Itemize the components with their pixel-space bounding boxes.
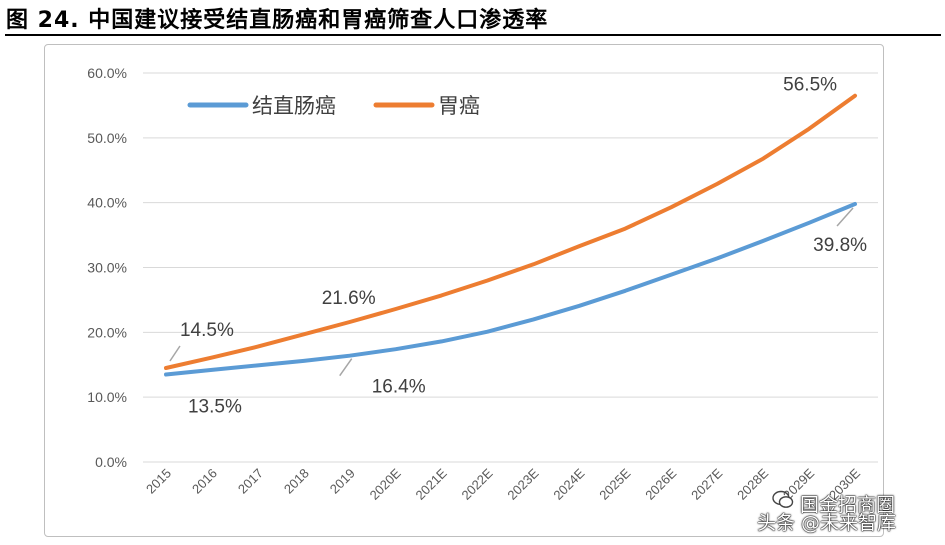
x-tick-label: 2016 xyxy=(189,466,220,497)
chart-frame xyxy=(44,44,884,537)
series-lines xyxy=(164,93,857,377)
data-label: 21.6% xyxy=(322,288,376,309)
x-tick-label: 2025E xyxy=(596,465,633,502)
data-point xyxy=(349,321,351,323)
data-point xyxy=(716,183,718,185)
watermark-account: 国金招商圈 xyxy=(800,494,896,516)
leader-line xyxy=(339,358,353,377)
data-point xyxy=(533,318,534,320)
leader-line xyxy=(169,345,181,362)
data-labels: 14.5% 13.5% 21.6% 16.4% 56.5% 39.8% xyxy=(169,75,867,417)
y-tick-label: 20.0% xyxy=(87,324,127,340)
data-point xyxy=(533,263,534,265)
x-tick-label: 2024E xyxy=(550,465,587,502)
y-tick-label: 50.0% xyxy=(87,130,127,146)
y-tick-label: 10.0% xyxy=(87,389,127,405)
x-axis-ticks: 2015 2016 2017 2018 2019 2020E 2021E 2022E 2023E… xyxy=(143,465,863,502)
wechat-icon xyxy=(772,490,794,508)
data-point xyxy=(349,355,351,357)
data-label: 56.5% xyxy=(783,75,837,96)
data-point xyxy=(257,364,259,366)
data-point xyxy=(670,206,672,208)
x-tick-label: 2017 xyxy=(235,466,266,497)
data-point xyxy=(670,274,672,276)
series-line-1 xyxy=(164,202,857,377)
data-point xyxy=(624,228,626,230)
x-tick-label: 2023E xyxy=(504,465,541,502)
watermark-source: 头条 @未来智库 xyxy=(757,512,897,534)
data-point xyxy=(395,348,397,350)
data-point xyxy=(257,346,259,348)
data-point xyxy=(487,331,488,333)
legend-label: 胃癌 xyxy=(438,94,480,118)
data-point xyxy=(303,333,305,335)
data-point xyxy=(808,128,810,130)
y-tick-label: 60.0% xyxy=(87,65,127,81)
figure-title: 图 24. 中国建议接受结直肠癌和胃癌筛查人口渗透率 xyxy=(6,8,549,33)
data-point xyxy=(211,357,213,359)
y-axis-ticks: 0.0% 10.0% 20.0% 30.0% 40.0% 50.0% 60.0% xyxy=(87,65,127,470)
y-tick-label: 0.0% xyxy=(95,454,127,470)
data-point xyxy=(211,369,213,371)
data-point xyxy=(441,294,443,296)
data-point xyxy=(762,240,764,242)
data-point xyxy=(624,290,626,292)
data-point xyxy=(578,305,580,307)
data-point xyxy=(303,360,305,362)
data-label: 39.8% xyxy=(813,235,867,256)
x-tick-label: 2021E xyxy=(413,465,450,502)
data-point xyxy=(395,308,397,310)
data-point xyxy=(854,203,856,205)
data-point xyxy=(165,367,167,369)
data-point xyxy=(441,340,443,342)
legend-label: 结直肠癌 xyxy=(252,94,336,118)
x-tick-label: 2022E xyxy=(458,465,495,502)
data-point xyxy=(487,280,488,281)
gridlines xyxy=(143,72,878,463)
title-rule xyxy=(5,34,941,36)
data-point xyxy=(165,374,167,375)
x-tick-label: 2028E xyxy=(734,465,771,502)
data-point xyxy=(716,257,718,259)
legend: 结直肠癌 胃癌 xyxy=(187,94,480,118)
data-point xyxy=(808,222,810,224)
x-tick-label: 2018 xyxy=(281,466,312,497)
data-label: 14.5% xyxy=(180,320,234,341)
data-point xyxy=(578,245,580,247)
leader-line xyxy=(836,207,854,227)
y-tick-label: 40.0% xyxy=(87,195,127,211)
data-label: 16.4% xyxy=(372,377,426,398)
x-tick-label: 2015 xyxy=(143,466,174,497)
x-tick-label: 2026E xyxy=(642,465,679,502)
x-tick-label: 2019 xyxy=(327,466,358,497)
y-tick-label: 30.0% xyxy=(87,260,127,276)
series-line-2 xyxy=(164,93,857,370)
x-tick-label: 2020E xyxy=(367,465,404,502)
data-point xyxy=(854,95,856,97)
x-tick-label: 2027E xyxy=(688,465,725,502)
data-point xyxy=(762,158,764,160)
data-label: 13.5% xyxy=(188,396,242,417)
